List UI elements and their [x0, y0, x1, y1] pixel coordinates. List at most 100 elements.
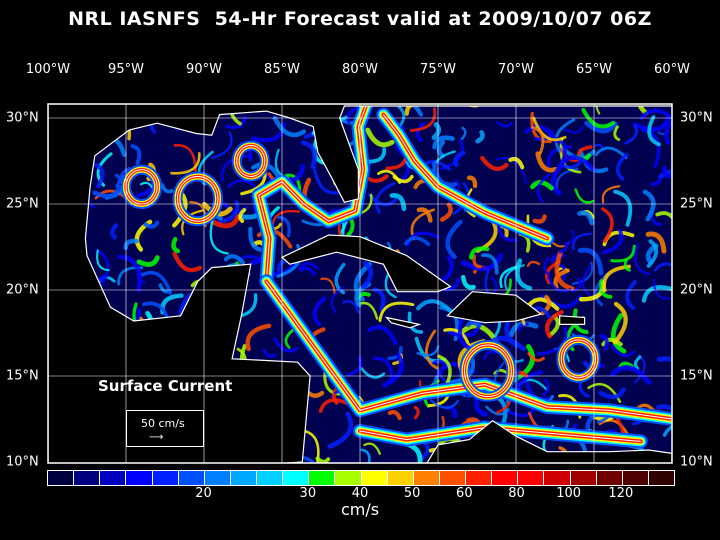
current-streak — [595, 104, 601, 115]
latitude-label: 30°N — [680, 110, 713, 126]
current-streak — [598, 387, 626, 400]
current-streak — [143, 220, 160, 229]
colorbar-swatch — [361, 471, 388, 485]
hispaniola-land — [446, 291, 543, 324]
gulf-stream-offshore — [382, 114, 548, 239]
current-streak — [130, 144, 142, 165]
colorbar-swatch — [466, 471, 493, 485]
colorbar-swatch — [204, 471, 231, 485]
current-streak — [642, 189, 656, 222]
colorbar-tick-label: 30 — [299, 486, 317, 501]
current-streak — [416, 345, 440, 357]
current-streak — [542, 378, 550, 397]
current-streak — [571, 277, 582, 293]
current-streak — [581, 107, 616, 129]
current-streak — [652, 278, 671, 300]
latitude-label: 25°N — [6, 196, 39, 212]
current-streak — [472, 254, 482, 269]
longitude-label: 95°W — [108, 62, 144, 77]
current-streak — [526, 260, 541, 267]
current-streak — [409, 107, 437, 132]
current-streak — [140, 270, 172, 295]
colorbar-swatch — [178, 471, 205, 485]
current-streak — [220, 154, 253, 182]
longitude-label: 80°W — [342, 62, 378, 77]
colorbar-tick-label: 50 — [403, 486, 421, 501]
map-title: NRL IASNFS 54-Hr Forecast valid at 2009/… — [68, 8, 652, 30]
colorbar-tick-label: 40 — [351, 486, 369, 501]
current-streak — [481, 253, 499, 275]
longitude-label: 65°W — [576, 62, 612, 77]
current-streak — [92, 184, 122, 199]
colorbar-swatch — [230, 471, 257, 485]
current-streak — [436, 139, 446, 159]
current-streak — [571, 232, 593, 251]
current-streak — [584, 120, 618, 134]
current-streak — [225, 115, 247, 129]
current-streak — [389, 192, 407, 212]
current-streak — [624, 123, 639, 145]
caribbean-current — [265, 280, 672, 420]
current-streak — [554, 250, 575, 291]
current-streak — [413, 405, 420, 420]
current-streak — [577, 210, 595, 226]
current-streak — [378, 301, 415, 323]
current-streak — [508, 156, 525, 170]
current-streak — [374, 181, 396, 214]
current-streak — [429, 399, 459, 409]
current-streak — [610, 344, 635, 358]
current-streak — [633, 355, 642, 371]
current-streak — [320, 277, 336, 295]
colorbar-swatch — [570, 471, 597, 485]
legend-title: Surface Current — [98, 377, 233, 395]
current-streak — [117, 254, 142, 293]
current-streak — [245, 323, 272, 352]
current-streak — [463, 104, 479, 108]
current-streak — [645, 231, 667, 254]
current-streak — [453, 150, 466, 168]
current-streak — [623, 259, 631, 272]
current-streak — [524, 124, 559, 144]
current-streak — [312, 166, 344, 195]
current-streak — [656, 404, 672, 413]
current-streak — [634, 243, 651, 276]
current-streak — [416, 299, 456, 316]
colorbar-tick-label: 20 — [195, 486, 212, 501]
loop-current — [258, 104, 368, 282]
longitude-label: 90°W — [186, 62, 222, 77]
current-streak — [485, 405, 510, 416]
latitude-label: 25°N — [680, 196, 713, 212]
current-streak — [496, 121, 513, 128]
current-streak — [572, 308, 589, 335]
colorbar-swatch — [596, 471, 623, 485]
current-streak — [334, 262, 346, 295]
current-streak — [262, 348, 277, 358]
current-streak — [359, 365, 386, 379]
colorbar-tick-label: 120 — [608, 486, 634, 501]
eddy — [560, 339, 597, 379]
current-streak — [93, 162, 105, 189]
colorbar-swatch — [648, 471, 674, 485]
latitude-label: 10°N — [680, 454, 713, 470]
current-streak — [432, 135, 455, 150]
south-america-land — [426, 419, 672, 463]
latitude-label: 15°N — [680, 368, 713, 384]
current-streak — [662, 425, 672, 437]
current-streak — [532, 116, 567, 142]
current-streak — [544, 309, 564, 339]
current-streak — [392, 174, 414, 184]
current-streak — [610, 365, 652, 385]
current-streak — [432, 359, 449, 369]
colorbar-swatch — [387, 471, 414, 485]
colorbar-swatch — [309, 471, 336, 485]
current-streak — [460, 126, 467, 141]
longitude-label: 75°W — [420, 62, 456, 77]
latitude-label: 30°N — [6, 110, 39, 126]
current-streak — [499, 265, 520, 289]
colorbar-swatch — [100, 471, 127, 485]
map-frame — [47, 103, 673, 464]
colorbar-swatch — [413, 471, 440, 485]
current-streak — [658, 169, 672, 180]
current-streak — [466, 320, 482, 328]
